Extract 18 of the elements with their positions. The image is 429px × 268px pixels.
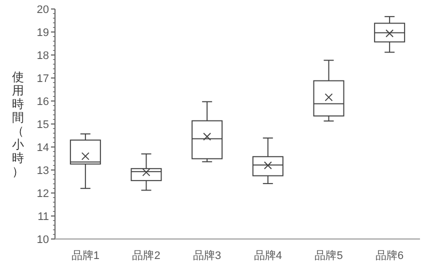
y-axis-title: 使用時間（小時） (12, 70, 24, 178)
y-tick-label: 20 (36, 4, 49, 16)
y-tick-label: 15 (36, 119, 49, 131)
y-tick-label: 16 (36, 96, 49, 108)
x-tick-label: 品牌6 (376, 250, 404, 262)
y-tick-label: 18 (36, 50, 49, 62)
y-tick-label: 12 (36, 188, 49, 200)
x-tick-label: 品牌1 (71, 250, 100, 262)
x-tick-label: 品牌4 (254, 250, 282, 262)
x-tick-label: 品牌5 (314, 250, 343, 262)
y-tick-label: 13 (36, 165, 49, 177)
x-tick-label: 品牌2 (132, 250, 160, 262)
y-tick-label: 17 (36, 73, 49, 85)
y-tick-label: 14 (36, 142, 49, 154)
y-tick-label: 19 (36, 27, 49, 39)
x-tick-label: 品牌3 (193, 250, 222, 262)
y-tick-label: 10 (36, 234, 49, 246)
y-tick-label: 11 (38, 211, 49, 223)
